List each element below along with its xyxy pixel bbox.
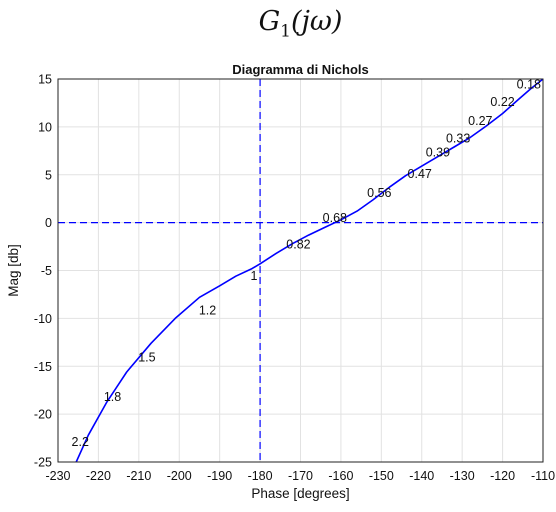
- frequency-label: 1: [251, 269, 258, 283]
- nichols-curve: [75, 78, 544, 463]
- y-tick-labels: -25 -20 -15 -10 -5 0 5 10 15: [34, 73, 52, 470]
- frequency-label: 0.22: [490, 95, 514, 109]
- x-tick-label: -160: [328, 469, 353, 483]
- heading-subscript: 1: [280, 21, 291, 42]
- x-tick-label: -210: [126, 469, 151, 483]
- x-axis-label: Phase [degrees]: [251, 486, 349, 501]
- y-tick-label: -10: [34, 312, 52, 326]
- x-tick-label: -120: [490, 469, 515, 483]
- frequency-label: 0.18: [517, 78, 541, 92]
- y-tick-label: -25: [34, 456, 52, 470]
- frequency-label: 0.47: [408, 167, 432, 181]
- frequency-label: 0.82: [286, 238, 310, 252]
- x-tick-label: -170: [288, 469, 313, 483]
- x-tick-label: -190: [207, 469, 232, 483]
- reference-lines: [58, 79, 543, 462]
- curve-layer: [75, 78, 544, 463]
- x-tick-label: -140: [409, 469, 434, 483]
- x-tick-label: -110: [531, 469, 555, 483]
- y-tick-label: 10: [38, 120, 52, 134]
- x-tick-label: -230: [45, 469, 70, 483]
- frequency-labels: 2.2 1.8 1.5 1.2 1 0.82 0.68 0.56 0.47 0.390.33 0.2…: [72, 78, 542, 449]
- y-tick-label: -5: [41, 264, 52, 278]
- figure-heading: G1(jω): [0, 6, 556, 41]
- heading-main: G: [258, 6, 281, 37]
- x-tick-label: -200: [167, 469, 192, 483]
- y-axis-label: Mag [db]: [6, 244, 21, 297]
- frequency-label: 1.8: [104, 390, 121, 404]
- chart-title: Diagramma di Nichols: [232, 62, 369, 77]
- heading-argument: (jω): [290, 6, 343, 37]
- plot-frame: [57, 78, 544, 463]
- frequency-label: 1.2: [199, 304, 216, 318]
- x-tick-labels: -230 -220 -210 -200 -190 -180 -170 -160 -150 -140…: [45, 469, 555, 483]
- y-tick-label: 5: [45, 168, 52, 182]
- y-tick-label: 15: [38, 73, 52, 87]
- x-tick-label: -150: [369, 469, 394, 483]
- x-tick-label: -180: [248, 469, 273, 483]
- frequency-label: 2.2: [72, 435, 89, 449]
- frequency-label: 0.56: [367, 186, 391, 200]
- frequency-label: 1.5: [138, 351, 155, 365]
- frequency-label: 0.33: [446, 131, 470, 145]
- x-tick-label: -130: [450, 469, 475, 483]
- y-tick-label: -15: [34, 360, 52, 374]
- y-tick-label: 0: [45, 216, 52, 230]
- x-tick-label: -220: [86, 469, 111, 483]
- frequency-label: 0.68: [323, 211, 347, 225]
- y-tick-label: -20: [34, 408, 52, 422]
- frequency-label: 0.39: [426, 146, 450, 160]
- frequency-label: 0.27: [468, 114, 492, 128]
